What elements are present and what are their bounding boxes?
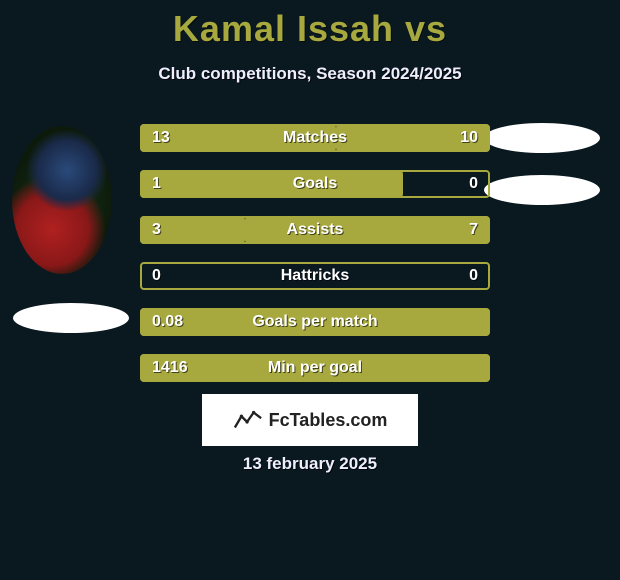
stat-row: Hattricks0 0 — [140, 262, 490, 290]
stat-label: Hattricks — [140, 262, 490, 290]
logo-text: FcTables.com — [269, 410, 388, 431]
stat-label: Assists — [140, 216, 490, 244]
chart-icon — [233, 408, 263, 432]
page-title: Kamal Issah vs — [0, 0, 620, 50]
stat-row: Matches13 10 — [140, 124, 490, 152]
stat-row: Assists3 7 — [140, 216, 490, 244]
stat-row: Min per goal1416 — [140, 354, 490, 382]
stat-left-value: 13 — [152, 124, 170, 152]
stat-label: Goals — [140, 170, 490, 198]
stat-right-value: 0 — [469, 262, 478, 290]
stat-left-value: 0 — [152, 262, 161, 290]
stat-left-value: 3 — [152, 216, 161, 244]
stat-bars: Matches1310Goals10Assists37Hattricks00Go… — [140, 124, 490, 400]
stat-label: Goals per match — [140, 308, 490, 336]
site-logo: FcTables.com — [202, 394, 418, 446]
stat-label: Min per goal — [140, 354, 490, 382]
player-name-ellipse-left — [13, 303, 129, 333]
stat-left-value: 0.08 — [152, 308, 183, 336]
player-name-ellipse-right-2 — [484, 175, 600, 205]
stat-right-value: 0 — [469, 170, 478, 198]
subtitle: Club competitions, Season 2024/2025 — [0, 64, 620, 84]
stat-row: Goals1 0 — [140, 170, 490, 198]
date-text: 13 february 2025 — [0, 454, 620, 474]
stat-label: Matches — [140, 124, 490, 152]
stat-left-value: 1416 — [152, 354, 188, 382]
player-name-ellipse-right-1 — [484, 123, 600, 153]
stat-right-value: 10 — [460, 124, 478, 152]
stat-right-value: 7 — [469, 216, 478, 244]
stat-row: Goals per match0.08 — [140, 308, 490, 336]
stat-left-value: 1 — [152, 170, 161, 198]
player-avatar-left — [12, 126, 112, 274]
